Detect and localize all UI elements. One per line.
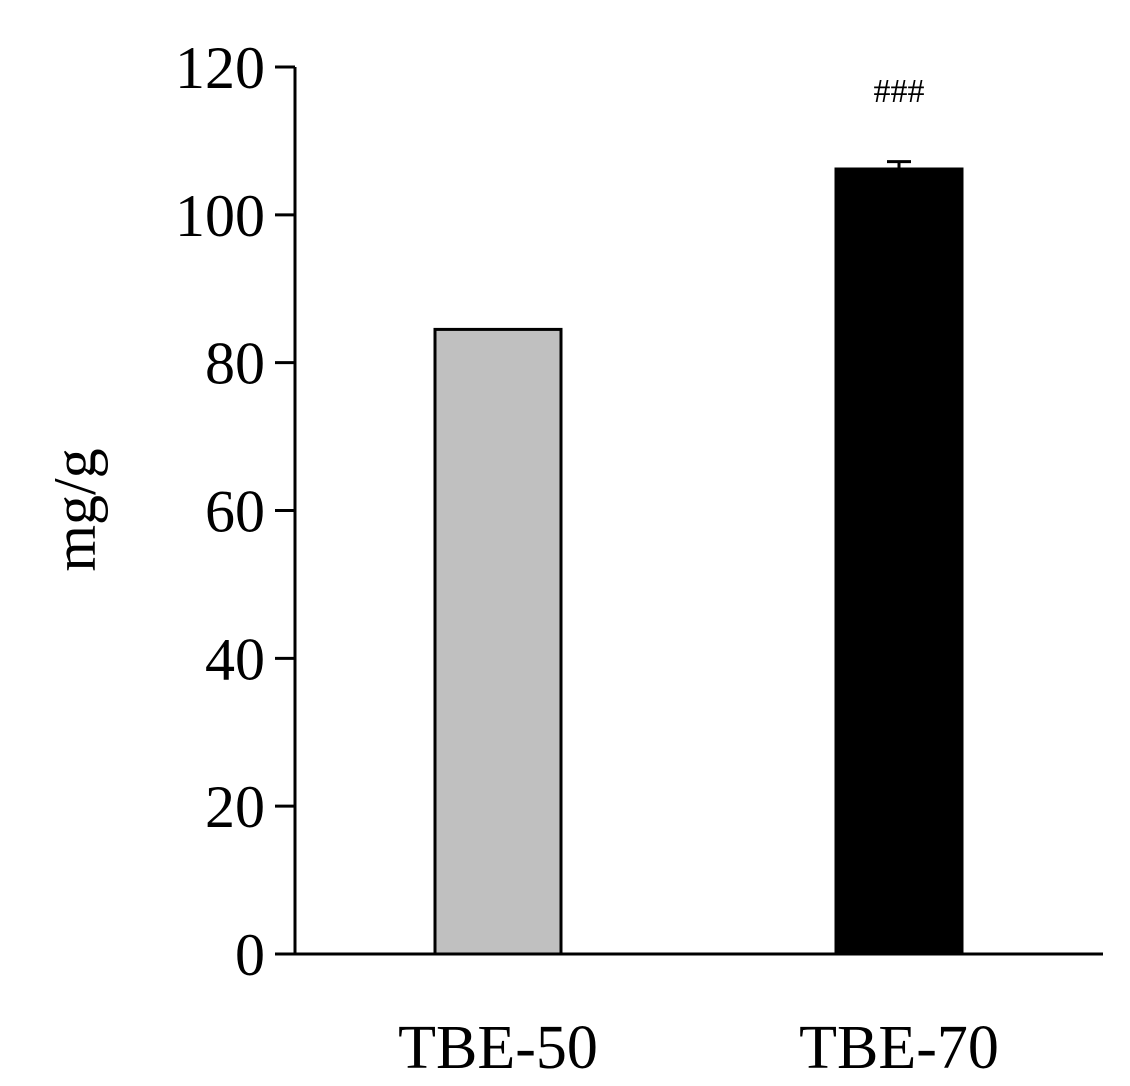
x-axis: TBE-50 TBE-70 bbox=[275, 952, 1103, 1082]
bar-tbe-70 bbox=[834, 167, 964, 956]
y-tick-label: 100 bbox=[175, 183, 265, 249]
y-tick-label: 0 bbox=[235, 922, 265, 988]
y-axis-title: mg/g bbox=[42, 448, 108, 571]
significance-annotation: ### bbox=[874, 73, 925, 110]
x-tick-label-tbe-50: TBE-50 bbox=[398, 1014, 598, 1082]
y-tick-label: 40 bbox=[205, 626, 265, 692]
x-tick-label-tbe-70: TBE-70 bbox=[799, 1014, 999, 1082]
y-axis: 0 20 40 60 80 100 120 bbox=[175, 35, 297, 988]
bar-tbe-50 bbox=[433, 327, 563, 956]
y-tick-label: 120 bbox=[175, 35, 265, 101]
bars: ### bbox=[433, 73, 964, 956]
y-tick-label: 60 bbox=[205, 479, 265, 545]
y-tick-label: 20 bbox=[205, 774, 265, 840]
y-tick-label: 80 bbox=[205, 331, 265, 397]
